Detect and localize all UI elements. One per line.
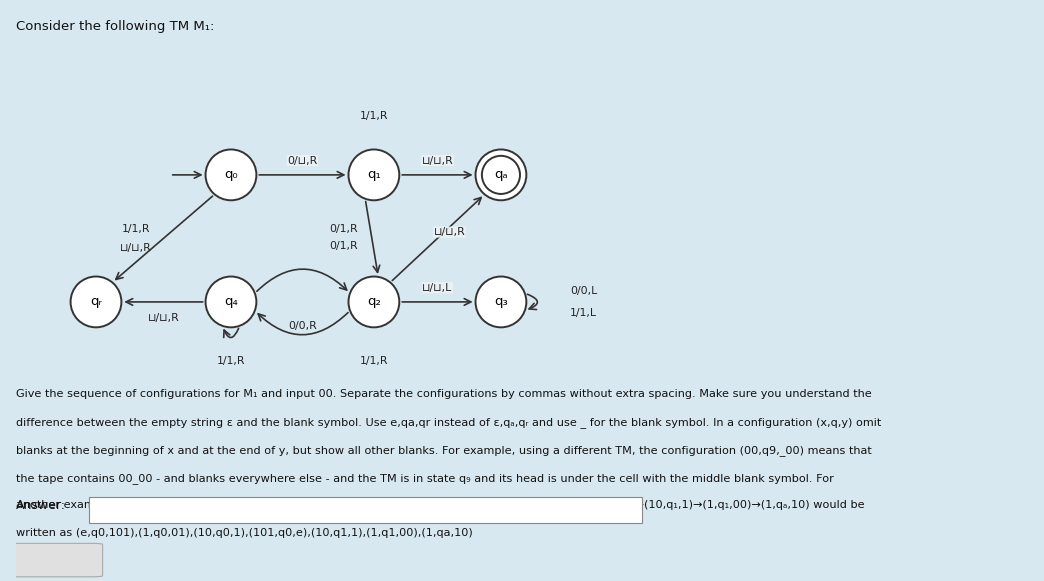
Text: q₁: q₁ — [367, 168, 381, 181]
Circle shape — [349, 277, 399, 327]
Text: q₃: q₃ — [494, 295, 507, 309]
Text: q₂: q₂ — [366, 295, 381, 309]
Circle shape — [71, 277, 121, 327]
Text: 0/0,R: 0/0,R — [288, 321, 316, 331]
Circle shape — [475, 277, 526, 327]
Circle shape — [206, 149, 257, 200]
Circle shape — [475, 149, 526, 200]
Text: q₄: q₄ — [224, 295, 238, 309]
Text: another example, using a different TM, the configuration sequence (ε,q₀,101)→(1,: another example, using a different TM, t… — [16, 500, 864, 511]
Text: 0/1,R: 0/1,R — [330, 241, 358, 252]
Text: ⊔/⊔,L: ⊔/⊔,L — [422, 282, 452, 293]
Text: qₐ: qₐ — [494, 168, 507, 181]
Text: 1/1,R: 1/1,R — [121, 224, 150, 234]
Text: blanks at the beginning of x and at the end of y, but show all other blanks. For: blanks at the beginning of x and at the … — [16, 445, 872, 456]
Text: ⊔/⊔,R: ⊔/⊔,R — [422, 156, 453, 166]
Circle shape — [349, 149, 399, 200]
Text: Check: Check — [34, 554, 73, 566]
Text: the tape contains 00_00 - and blanks everywhere else - and the TM is in state q₉: the tape contains 00_00 - and blanks eve… — [16, 473, 833, 483]
Text: ⊔/⊔,R: ⊔/⊔,R — [147, 313, 180, 323]
Text: 1/1,R: 1/1,R — [217, 356, 245, 365]
FancyBboxPatch shape — [5, 543, 102, 577]
Text: ⊔/⊔,R: ⊔/⊔,R — [120, 243, 151, 253]
Text: written as (e,q0,101),(1,q0,01),(10,q0,1),(101,q0,e),(10,q1,1),(1,q1,00),(1,qa,1: written as (e,q0,101),(1,q0,01),(10,q0,1… — [16, 528, 472, 538]
Text: Consider the following TM M₁:: Consider the following TM M₁: — [16, 20, 214, 33]
FancyBboxPatch shape — [90, 497, 642, 523]
Circle shape — [206, 277, 257, 327]
Text: qᵣ: qᵣ — [90, 295, 102, 309]
Text: 1/1,L: 1/1,L — [570, 308, 597, 318]
Text: difference between the empty string ε and the blank symbol. Use e,qa,qr instead : difference between the empty string ε an… — [16, 417, 881, 428]
Text: 0/1,R: 0/1,R — [330, 224, 358, 234]
Text: Answer:: Answer: — [16, 499, 66, 512]
Text: 0/⊔,R: 0/⊔,R — [287, 156, 317, 166]
Text: 1/1,R: 1/1,R — [359, 356, 388, 365]
Text: 1/1,R: 1/1,R — [359, 111, 388, 121]
Text: 0/0,L: 0/0,L — [570, 286, 597, 296]
Text: q₀: q₀ — [224, 168, 238, 181]
Text: Give the sequence of configurations for M₁ and input 00. Separate the configurat: Give the sequence of configurations for … — [16, 389, 872, 399]
Text: ⊔/⊔,R: ⊔/⊔,R — [433, 227, 466, 237]
